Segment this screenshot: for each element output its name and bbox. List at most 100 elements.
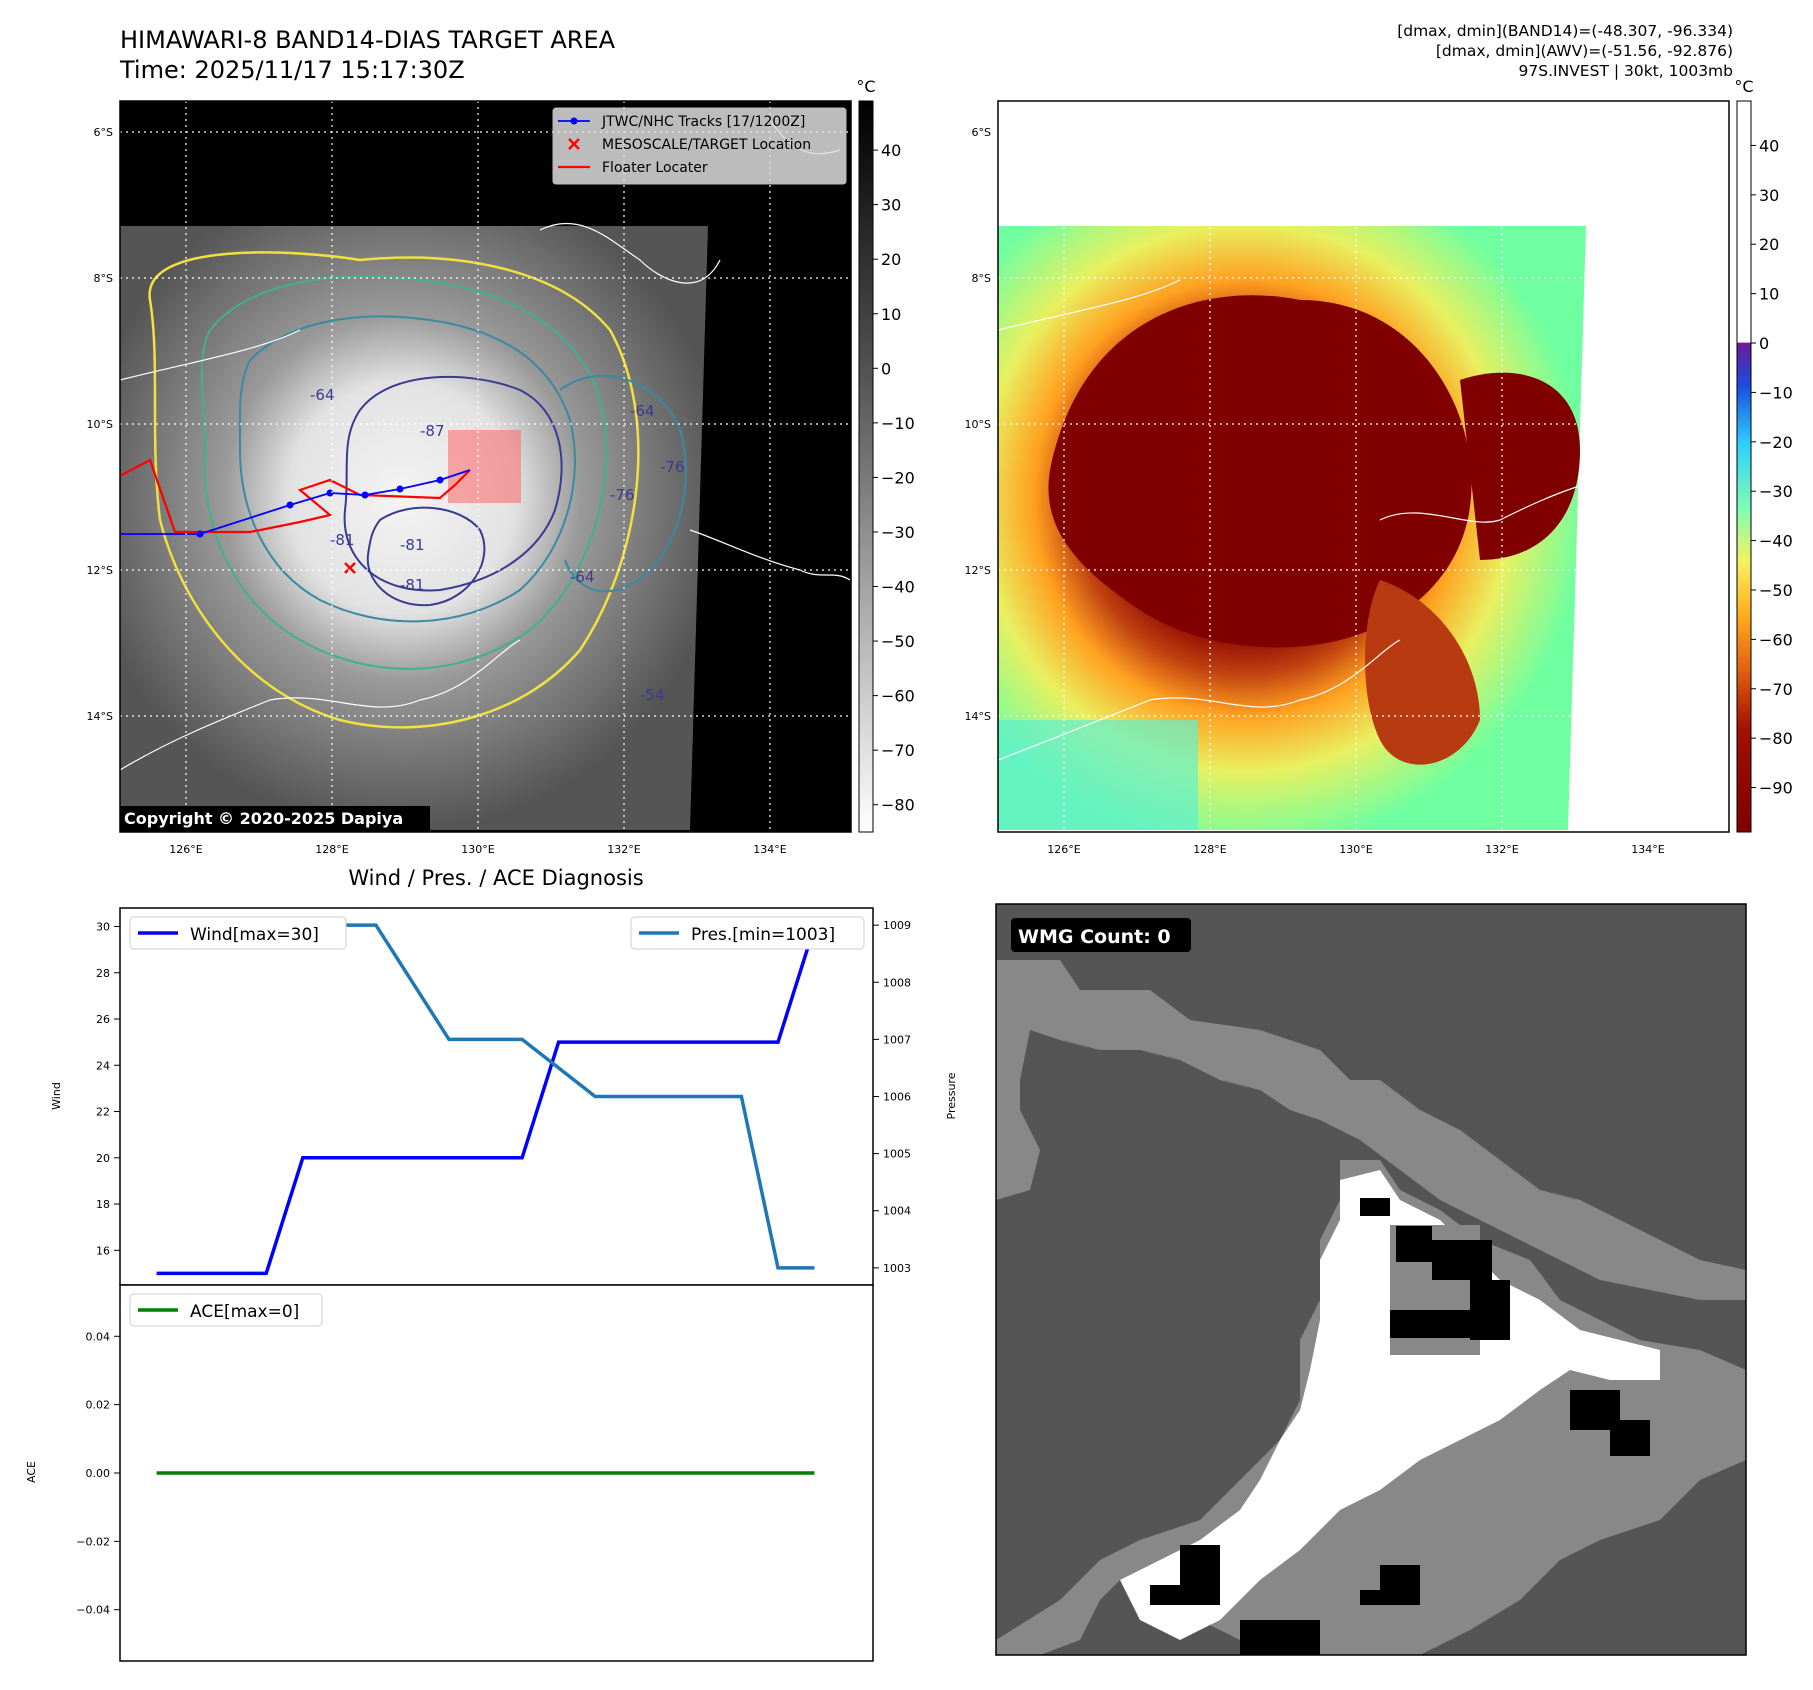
colorbar-tick-label: −40 xyxy=(1759,532,1793,551)
wmg-count-box xyxy=(1011,918,1191,952)
track-point xyxy=(361,491,369,499)
colorbar-tick-label: 40 xyxy=(1759,136,1779,155)
track-point xyxy=(196,530,204,538)
wind-tick-label: 20 xyxy=(96,1152,110,1165)
coastline-north xyxy=(998,279,1181,331)
wind-tick-label: 26 xyxy=(96,1013,110,1026)
wind-tick-label: 24 xyxy=(96,1059,110,1072)
colorbar-unit: °C xyxy=(856,77,875,96)
colorbar-tick-label: −70 xyxy=(881,741,915,760)
wmg-panel: WMG Count: 0 xyxy=(995,903,1747,1656)
colorbar-tick-label: −20 xyxy=(881,468,915,487)
colorbar-tick-label: 40 xyxy=(881,141,901,160)
legend-floater-label: Floater Locater xyxy=(602,160,708,176)
colorbar-tick-label: 0 xyxy=(881,359,891,378)
wind-tick-label: 22 xyxy=(96,1106,110,1119)
lon-tick-label: 126°E xyxy=(1047,843,1080,856)
wmg-count-label: WMG Count: 0 xyxy=(1018,926,1171,948)
wind-axis-label: Wind xyxy=(50,1082,63,1110)
lon-tick-label: 132°E xyxy=(1485,843,1518,856)
wind-tick-label: 18 xyxy=(96,1198,110,1211)
lat-tick-label: 8°S xyxy=(972,272,991,285)
wmg-black-cells xyxy=(1150,1198,1650,1655)
wind-plot-frame xyxy=(119,907,874,1286)
ace-tick-label: 0.04 xyxy=(86,1330,111,1343)
colorbar-tick-label: −30 xyxy=(1759,482,1793,501)
map-frame xyxy=(997,100,1730,833)
cool-region xyxy=(998,720,1198,830)
ir-map-panel: -64 -64 -76 -81 -81 -87 -76 -64 -54 -81 … xyxy=(87,100,852,856)
floater-locater-path xyxy=(120,458,471,534)
pressure-tick-label: 1005 xyxy=(883,1148,911,1161)
pressure-legend: Pres.[min=1003] xyxy=(630,916,865,950)
lat-tick-label: 12°S xyxy=(87,564,113,577)
gray-colorbar: °C 40 30 20 10 0 −10 −20 −30 −40 −50 −60 −70 −80 xyxy=(856,77,915,833)
wind-legend: Wind[max=30] xyxy=(129,916,347,950)
pressure-legend-label: Pres.[min=1003] xyxy=(691,925,835,945)
colorbar-tick-label: −20 xyxy=(1759,433,1793,452)
colorbar-tick-label: 30 xyxy=(1759,186,1779,205)
diagnosis-title: Wind / Pres. / ACE Diagnosis xyxy=(348,866,643,890)
colorbar-tick-label: 0 xyxy=(1759,334,1769,353)
map-frame xyxy=(119,100,852,833)
track-point xyxy=(396,485,404,493)
colorbar-tick-label: −50 xyxy=(881,632,915,651)
lon-tick-label: 128°E xyxy=(1193,843,1226,856)
contour-label: -87 xyxy=(420,422,445,440)
copyright-box xyxy=(120,806,430,830)
track-point xyxy=(286,501,294,509)
lon-tick-label: 134°E xyxy=(753,843,786,856)
wind-tick-label: 28 xyxy=(96,967,110,980)
lon-tick-label: 128°E xyxy=(315,843,348,856)
lat-tick-label: 10°S xyxy=(965,418,991,431)
map-legend: JTWC/NHC Tracks [17/1200Z] MESOSCALE/TAR… xyxy=(552,107,847,185)
colorbar-tick-label: −50 xyxy=(1759,581,1793,600)
wind-tick-label: 16 xyxy=(96,1244,110,1257)
cold-cloud-core xyxy=(1048,295,1472,648)
pressure-series-line xyxy=(156,923,815,1270)
colorbar-tick-label: −60 xyxy=(1759,630,1793,649)
color-colorbar: °C 40 30 20 10 0 −10 −20 −30 −40 −50 −60 −70 −80 −90 xyxy=(1734,77,1793,833)
coastline-east xyxy=(1379,479,1601,523)
colorbar-tick-label: −90 xyxy=(1759,779,1793,798)
lon-tick-label: 130°E xyxy=(1339,843,1372,856)
ace-tick-label: −0.04 xyxy=(76,1604,110,1617)
contour-label: -81 xyxy=(400,576,425,594)
colorbar-tick-label: 20 xyxy=(1759,235,1779,254)
map-gridlines xyxy=(120,101,851,832)
lat-tick-label: 14°S xyxy=(87,710,113,723)
target-location-marker xyxy=(344,562,356,574)
pressure-tick-label: 1006 xyxy=(883,1091,911,1104)
colorbar-tick-label: −30 xyxy=(881,523,915,542)
wmg-frame xyxy=(995,903,1747,1656)
pressure-tick-label: 1007 xyxy=(883,1033,911,1046)
pressure-tick-label: 1004 xyxy=(883,1205,911,1218)
ace-legend-label: ACE[max=0] xyxy=(190,1302,299,1322)
mesoscale-target-box xyxy=(448,430,521,503)
colorbar-tick-label: −60 xyxy=(881,687,915,706)
colorbar-unit: °C xyxy=(1734,77,1753,96)
coastline-east xyxy=(689,529,851,581)
legend-track-marker xyxy=(570,117,578,125)
pressure-tick-label: 1003 xyxy=(883,1262,911,1275)
pressure-axis-label: Pressure xyxy=(945,1072,958,1119)
colorbar-tick-label: −10 xyxy=(1759,383,1793,402)
info-line1: [dmax, dmin](BAND14)=(-48.307, -96.334) xyxy=(1397,22,1733,40)
lat-tick-label: 12°S xyxy=(965,564,991,577)
figure-title-line1: HIMAWARI-8 BAND14-DIAS TARGET AREA xyxy=(120,26,616,54)
lat-tick-label: 8°S xyxy=(94,272,113,285)
wind-tick-label: 30 xyxy=(96,921,110,934)
lon-tick-label: 130°E xyxy=(461,843,494,856)
coastline-australia xyxy=(998,639,1401,761)
contour-green xyxy=(200,275,608,670)
contour-navy-inner xyxy=(366,506,486,607)
cold-cloud-east xyxy=(1460,372,1580,560)
contour-teal xyxy=(238,315,576,623)
contour-label: -64 xyxy=(630,402,655,420)
colorbar-tick-label: −80 xyxy=(881,796,915,815)
colorbar-tick-label: 10 xyxy=(1759,285,1779,304)
legend-target-marker xyxy=(568,138,580,150)
colorbar-tick-label: 10 xyxy=(881,305,901,324)
ace-tick-label: 0.02 xyxy=(86,1399,111,1412)
